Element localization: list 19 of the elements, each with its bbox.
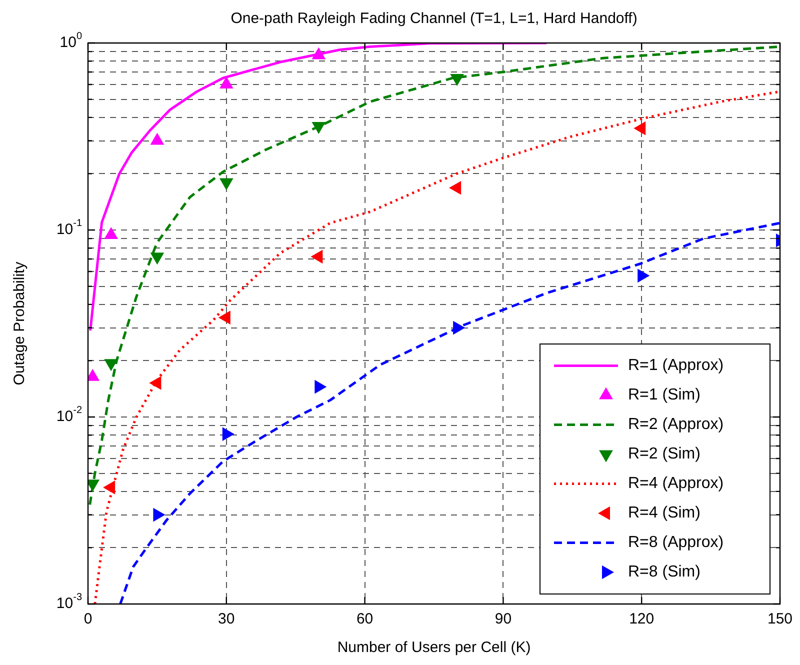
legend-label: R=8 (Sim): [628, 564, 700, 581]
x-tick-label: 150: [767, 610, 793, 628]
x-tick-label: 30: [218, 610, 235, 628]
legend-label: R=8 (Approx): [628, 534, 724, 552]
legend-label: R=1 (Sim): [628, 386, 700, 404]
line-series: [119, 222, 780, 604]
chart-title: One-path Rayleigh Fading Channel (T=1, L=1, Hard Handoff): [230, 10, 638, 27]
legend-label: R=2 (Approx): [628, 416, 724, 434]
x-axis-title: Number of Users per Cell (K): [337, 639, 531, 656]
legend-label: R=4 (Approx): [628, 475, 724, 492]
legend-label: R=1 (Approx): [628, 357, 724, 374]
x-tick-label: 0: [84, 610, 92, 628]
legend-label: R=4 (Sim): [628, 504, 700, 522]
x-tick-label: 90: [494, 610, 512, 628]
line-series: [94, 90, 780, 604]
x-tick-label: 120: [629, 610, 654, 628]
y-axis-title: Outage Probability: [11, 261, 28, 386]
x-tick-label: 60: [356, 610, 374, 628]
legend-label: R=2 (Sim): [628, 446, 700, 463]
